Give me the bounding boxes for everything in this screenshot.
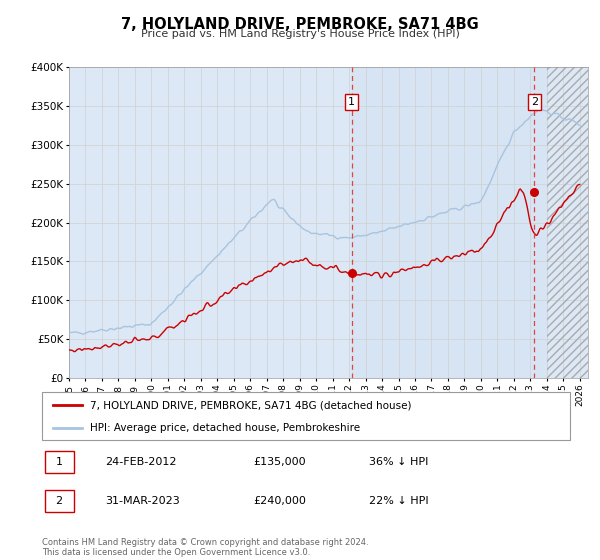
Text: 31-MAR-2023: 31-MAR-2023 (106, 496, 180, 506)
Bar (547, 67, 588, 378)
Text: 24-FEB-2012: 24-FEB-2012 (106, 457, 177, 467)
Text: 22% ↓ HPI: 22% ↓ HPI (370, 496, 429, 506)
Text: 2: 2 (531, 97, 538, 107)
FancyBboxPatch shape (44, 451, 74, 473)
Text: 36% ↓ HPI: 36% ↓ HPI (370, 457, 429, 467)
Text: 1: 1 (348, 97, 355, 107)
Text: 2: 2 (56, 496, 63, 506)
Text: Contains HM Land Registry data © Crown copyright and database right 2024.
This d: Contains HM Land Registry data © Crown c… (42, 538, 368, 557)
Text: HPI: Average price, detached house, Pembrokeshire: HPI: Average price, detached house, Pemb… (89, 423, 359, 433)
Text: 7, HOLYLAND DRIVE, PEMBROKE, SA71 4BG (detached house): 7, HOLYLAND DRIVE, PEMBROKE, SA71 4BG (d… (89, 400, 411, 410)
Bar (352, 67, 547, 378)
Text: £240,000: £240,000 (253, 496, 306, 506)
FancyBboxPatch shape (42, 392, 570, 440)
Text: 1: 1 (56, 457, 62, 467)
Bar (547, 67, 588, 378)
FancyBboxPatch shape (44, 491, 74, 512)
Text: £135,000: £135,000 (253, 457, 306, 467)
Text: Price paid vs. HM Land Registry's House Price Index (HPI): Price paid vs. HM Land Registry's House … (140, 29, 460, 39)
Text: 7, HOLYLAND DRIVE, PEMBROKE, SA71 4BG: 7, HOLYLAND DRIVE, PEMBROKE, SA71 4BG (121, 17, 479, 32)
